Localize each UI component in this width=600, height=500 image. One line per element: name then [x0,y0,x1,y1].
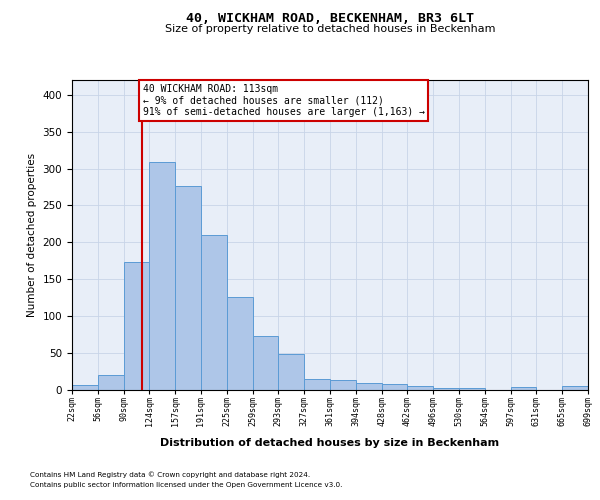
Bar [124,262,149,390]
Bar [175,186,201,390]
Bar [201,235,227,390]
Bar [459,388,485,390]
Text: Contains HM Land Registry data © Crown copyright and database right 2024.: Contains HM Land Registry data © Crown c… [30,471,310,478]
Text: 40 WICKHAM ROAD: 113sqm
← 9% of detached houses are smaller (112)
91% of semi-de: 40 WICKHAM ROAD: 113sqm ← 9% of detached… [143,84,425,117]
Bar [382,384,407,390]
Bar [304,379,330,390]
Bar [253,336,278,390]
Bar [72,385,98,390]
Bar [356,384,382,390]
Bar [433,388,459,390]
Text: Size of property relative to detached houses in Beckenham: Size of property relative to detached ho… [165,24,495,34]
Bar [227,297,253,390]
Bar [407,386,433,390]
Bar [98,374,124,390]
Bar [278,354,304,390]
Y-axis label: Number of detached properties: Number of detached properties [27,153,37,317]
Bar [511,387,536,390]
Text: 40, WICKHAM ROAD, BECKENHAM, BR3 6LT: 40, WICKHAM ROAD, BECKENHAM, BR3 6LT [186,12,474,26]
Text: Contains public sector information licensed under the Open Government Licence v3: Contains public sector information licen… [30,482,343,488]
Bar [330,380,356,390]
Bar [149,162,175,390]
Bar [562,386,588,390]
Text: Distribution of detached houses by size in Beckenham: Distribution of detached houses by size … [160,438,500,448]
